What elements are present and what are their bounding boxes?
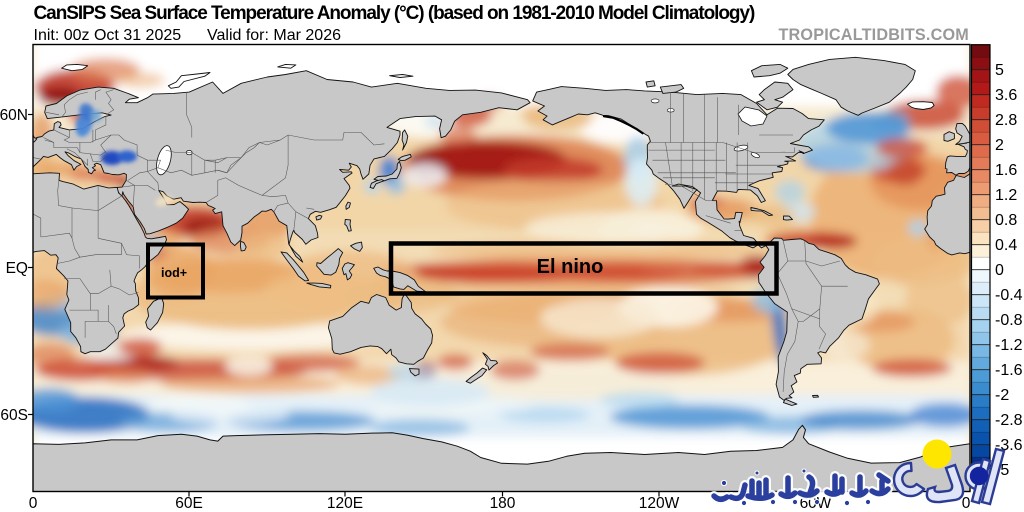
svg-text:Valid for: Mar 2026: Valid for: Mar 2026 xyxy=(207,27,341,44)
svg-text:60N: 60N xyxy=(0,107,28,124)
svg-text:1.2: 1.2 xyxy=(995,187,1017,204)
svg-text:3.6: 3.6 xyxy=(995,87,1017,104)
svg-text:0.4: 0.4 xyxy=(995,237,1017,254)
svg-text:0: 0 xyxy=(29,495,38,512)
svg-text:1.6: 1.6 xyxy=(995,162,1017,179)
svg-text:-2.8: -2.8 xyxy=(995,412,1023,429)
svg-text:2: 2 xyxy=(995,137,1004,154)
svg-text:0.8: 0.8 xyxy=(995,212,1017,229)
svg-text:180: 180 xyxy=(490,495,516,512)
svg-text:-1.2: -1.2 xyxy=(995,337,1023,354)
svg-text:-1.6: -1.6 xyxy=(995,362,1023,379)
svg-text:120E: 120E xyxy=(327,495,363,512)
svg-text:60E: 60E xyxy=(175,495,203,512)
svg-text:EQ: EQ xyxy=(6,260,28,277)
svg-text:5: 5 xyxy=(995,62,1004,79)
svg-text:0: 0 xyxy=(962,495,971,512)
svg-text:El nino: El nino xyxy=(537,256,604,278)
svg-text:-0.8: -0.8 xyxy=(995,312,1023,329)
svg-text:-0.4: -0.4 xyxy=(995,287,1023,304)
svg-text:60S: 60S xyxy=(0,407,28,424)
svg-text:iod+: iod+ xyxy=(161,266,187,280)
svg-text:0: 0 xyxy=(995,262,1004,279)
svg-text:2.8: 2.8 xyxy=(995,112,1017,129)
svg-text:Init: 00z Oct 31 2025: Init: 00z Oct 31 2025 xyxy=(34,27,182,44)
svg-text:-2: -2 xyxy=(995,387,1009,404)
svg-text:CanSIPS Sea Surface Temperatur: CanSIPS Sea Surface Temperature Anomaly … xyxy=(34,3,756,24)
svg-text:120W: 120W xyxy=(639,495,680,512)
svg-text:TROPICALTIDBITS.COM: TROPICALTIDBITS.COM xyxy=(778,26,969,44)
